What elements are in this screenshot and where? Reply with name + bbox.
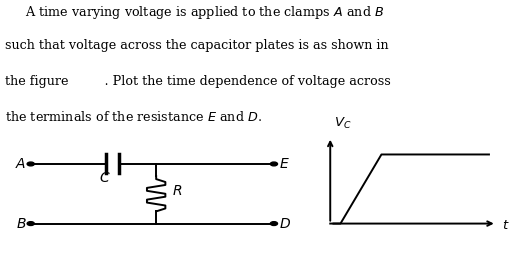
Text: $A$: $A$ bbox=[15, 157, 27, 171]
Text: the terminals of the resistance $E$ and $D$.: the terminals of the resistance $E$ and … bbox=[5, 110, 262, 124]
Text: $R$: $R$ bbox=[172, 184, 182, 198]
Circle shape bbox=[27, 162, 34, 166]
Circle shape bbox=[27, 222, 34, 225]
Circle shape bbox=[270, 162, 278, 166]
Text: such that voltage across the capacitor plates is as shown in: such that voltage across the capacitor p… bbox=[5, 39, 389, 52]
Circle shape bbox=[270, 222, 278, 225]
Text: $t$: $t$ bbox=[502, 219, 509, 232]
Text: $D$: $D$ bbox=[279, 217, 291, 231]
Text: $C$: $C$ bbox=[99, 170, 111, 185]
Text: $E$: $E$ bbox=[279, 157, 290, 171]
Text: $B$: $B$ bbox=[16, 217, 27, 231]
Text: $V_C$: $V_C$ bbox=[334, 116, 352, 131]
Text: A time varying voltage is applied to the clamps $A$ and $B$: A time varying voltage is applied to the… bbox=[5, 4, 385, 21]
Text: the figure         . Plot the time dependence of voltage across: the figure . Plot the time dependence of… bbox=[5, 75, 391, 88]
